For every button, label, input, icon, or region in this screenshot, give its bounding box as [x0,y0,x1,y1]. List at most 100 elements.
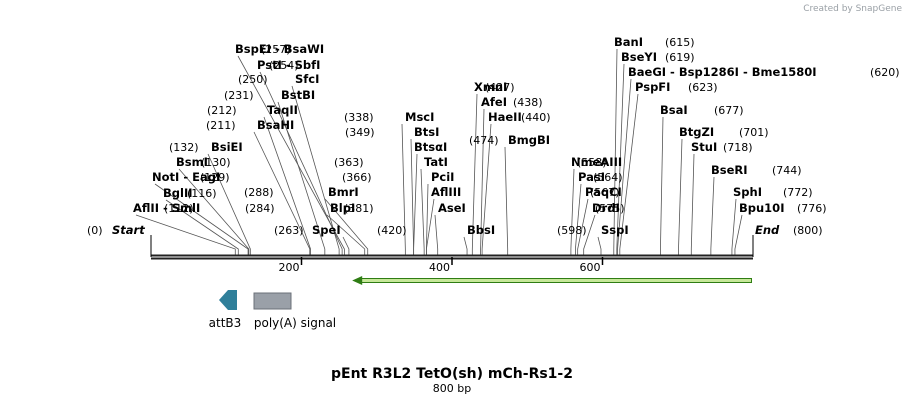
feature-attb3: attB3 [209,290,241,330]
enzyme-part: Bme1580I [752,65,817,79]
enzyme-part: BlpI [330,201,355,215]
site-label: (250) SfcI [238,72,319,86]
enzyme-name: SspI [601,223,629,237]
site-leader [277,101,326,255]
site-label: PspFI (623) [635,80,718,94]
site-leader [710,176,715,255]
enzyme-part: BbsI [467,223,495,237]
site-leader [575,183,582,255]
enzyme-part: BaeGI [628,65,666,79]
site-leader [426,198,435,255]
feature-label: poly(A) signal [254,316,336,330]
site-position: (619) [665,51,695,64]
enzyme-part: EagI [192,170,220,184]
site-position: (744) [772,164,802,177]
site-label: BseYI (619) [621,50,695,64]
site-leader [504,146,509,255]
site-leader [690,153,695,255]
site-label: (212) TaqII [207,103,298,117]
enzyme-name: TatI [424,155,448,169]
site-leader [237,55,345,255]
enzyme-name: BanI [614,35,643,49]
site-leader [613,48,618,255]
site-leader [263,116,311,255]
enzyme-name: BseRI [711,163,748,177]
site-position: (474) [469,134,499,147]
site-label: NmeAIII(558) [571,155,622,169]
site-label: (420) BbsI [377,223,495,237]
orf-arrowhead [352,276,363,285]
site-label: BseRI (744) [711,163,802,177]
site-position: (677) [714,104,744,117]
feature-orf [352,276,752,285]
site-label: BglII(116) [163,186,217,200]
enzyme-part: PasI [578,170,605,184]
enzyme-part: BseRI [711,163,748,177]
site-label: (263) SpeI [274,223,341,237]
enzyme-part: AflIII [431,185,461,199]
enzyme-name: SfcI [295,72,319,86]
enzyme-part: AfeI [481,95,507,109]
site-leader [178,168,250,255]
enzyme-separator: - [739,65,752,79]
site-label: BsmI(130) [176,155,231,169]
enzyme-name: PasI [578,170,605,184]
enzyme-part: TatI [424,155,448,169]
map-length: 800 bp [433,382,471,395]
site-position: (130) [201,156,231,169]
site-label: AfeI (438) [481,95,543,109]
enzyme-name: XmnI [474,80,507,94]
enzyme-part: AseI [438,201,466,215]
site-label: PaqCI(567) [585,185,622,199]
enzyme-name: Bpu10I [739,201,784,215]
site-label: (284) BlpI [245,201,355,215]
enzyme-name: BspEI - BsaWI [235,42,324,56]
enzyme-part: PciI [431,170,454,184]
enzyme-part: BsiEI [211,140,243,154]
site-position: (263) [274,224,304,237]
site-position: (349) [345,126,375,139]
end-position: (800) [793,224,823,237]
site-leader [597,236,602,255]
site-leader [207,153,251,255]
enzyme-name: NotI - EagI [152,170,220,184]
site-leader [617,78,632,255]
sequence-ends: (0) Start End (800) [87,223,823,257]
tick-label: 400 [429,261,450,274]
site-label: HaeII (440) [488,110,551,124]
enzyme-name: PciI [431,170,454,184]
enzyme-part: HaeII [488,110,522,124]
enzyme-name: BsaI [660,103,688,117]
enzyme-separator: - [159,201,172,215]
site-label: Bpu10I (776) [739,201,827,215]
site-position: (567) [590,186,620,199]
site-position: (254) [269,59,299,72]
enzyme-part: TaqII [267,103,298,117]
enzyme-part: AflII [133,201,159,215]
enzyme-part: BglII [163,186,193,200]
enzyme-part: MscI [405,110,434,124]
site-position: (257) [261,43,291,56]
site-label: NotI - EagI(129) [152,170,230,184]
enzyme-name: AfeI [481,95,507,109]
polya-box [253,292,292,310]
site-position: (381) [344,202,374,215]
enzyme-part: BtsI [414,125,439,139]
site-position: (620) [870,66,900,79]
site-leader [413,153,418,255]
enzyme-name: SphI [733,185,762,199]
site-position: (772) [783,186,813,199]
enzyme-name: BmgBI [508,133,550,147]
end-label: End [755,223,780,237]
site-leader [570,168,575,255]
site-position: (129) [200,171,230,184]
start-position: (0) [87,224,103,237]
site-position: (284) [245,202,275,215]
site-position: (558) [577,156,607,169]
enzyme-name: StuI [691,140,717,154]
site-label: (363) TatI [334,155,448,169]
site-leader [660,116,664,255]
site-label: (231) BstBI [224,88,315,102]
enzyme-name: BtsI [414,125,439,139]
enzyme-part: BseYI [621,50,657,64]
